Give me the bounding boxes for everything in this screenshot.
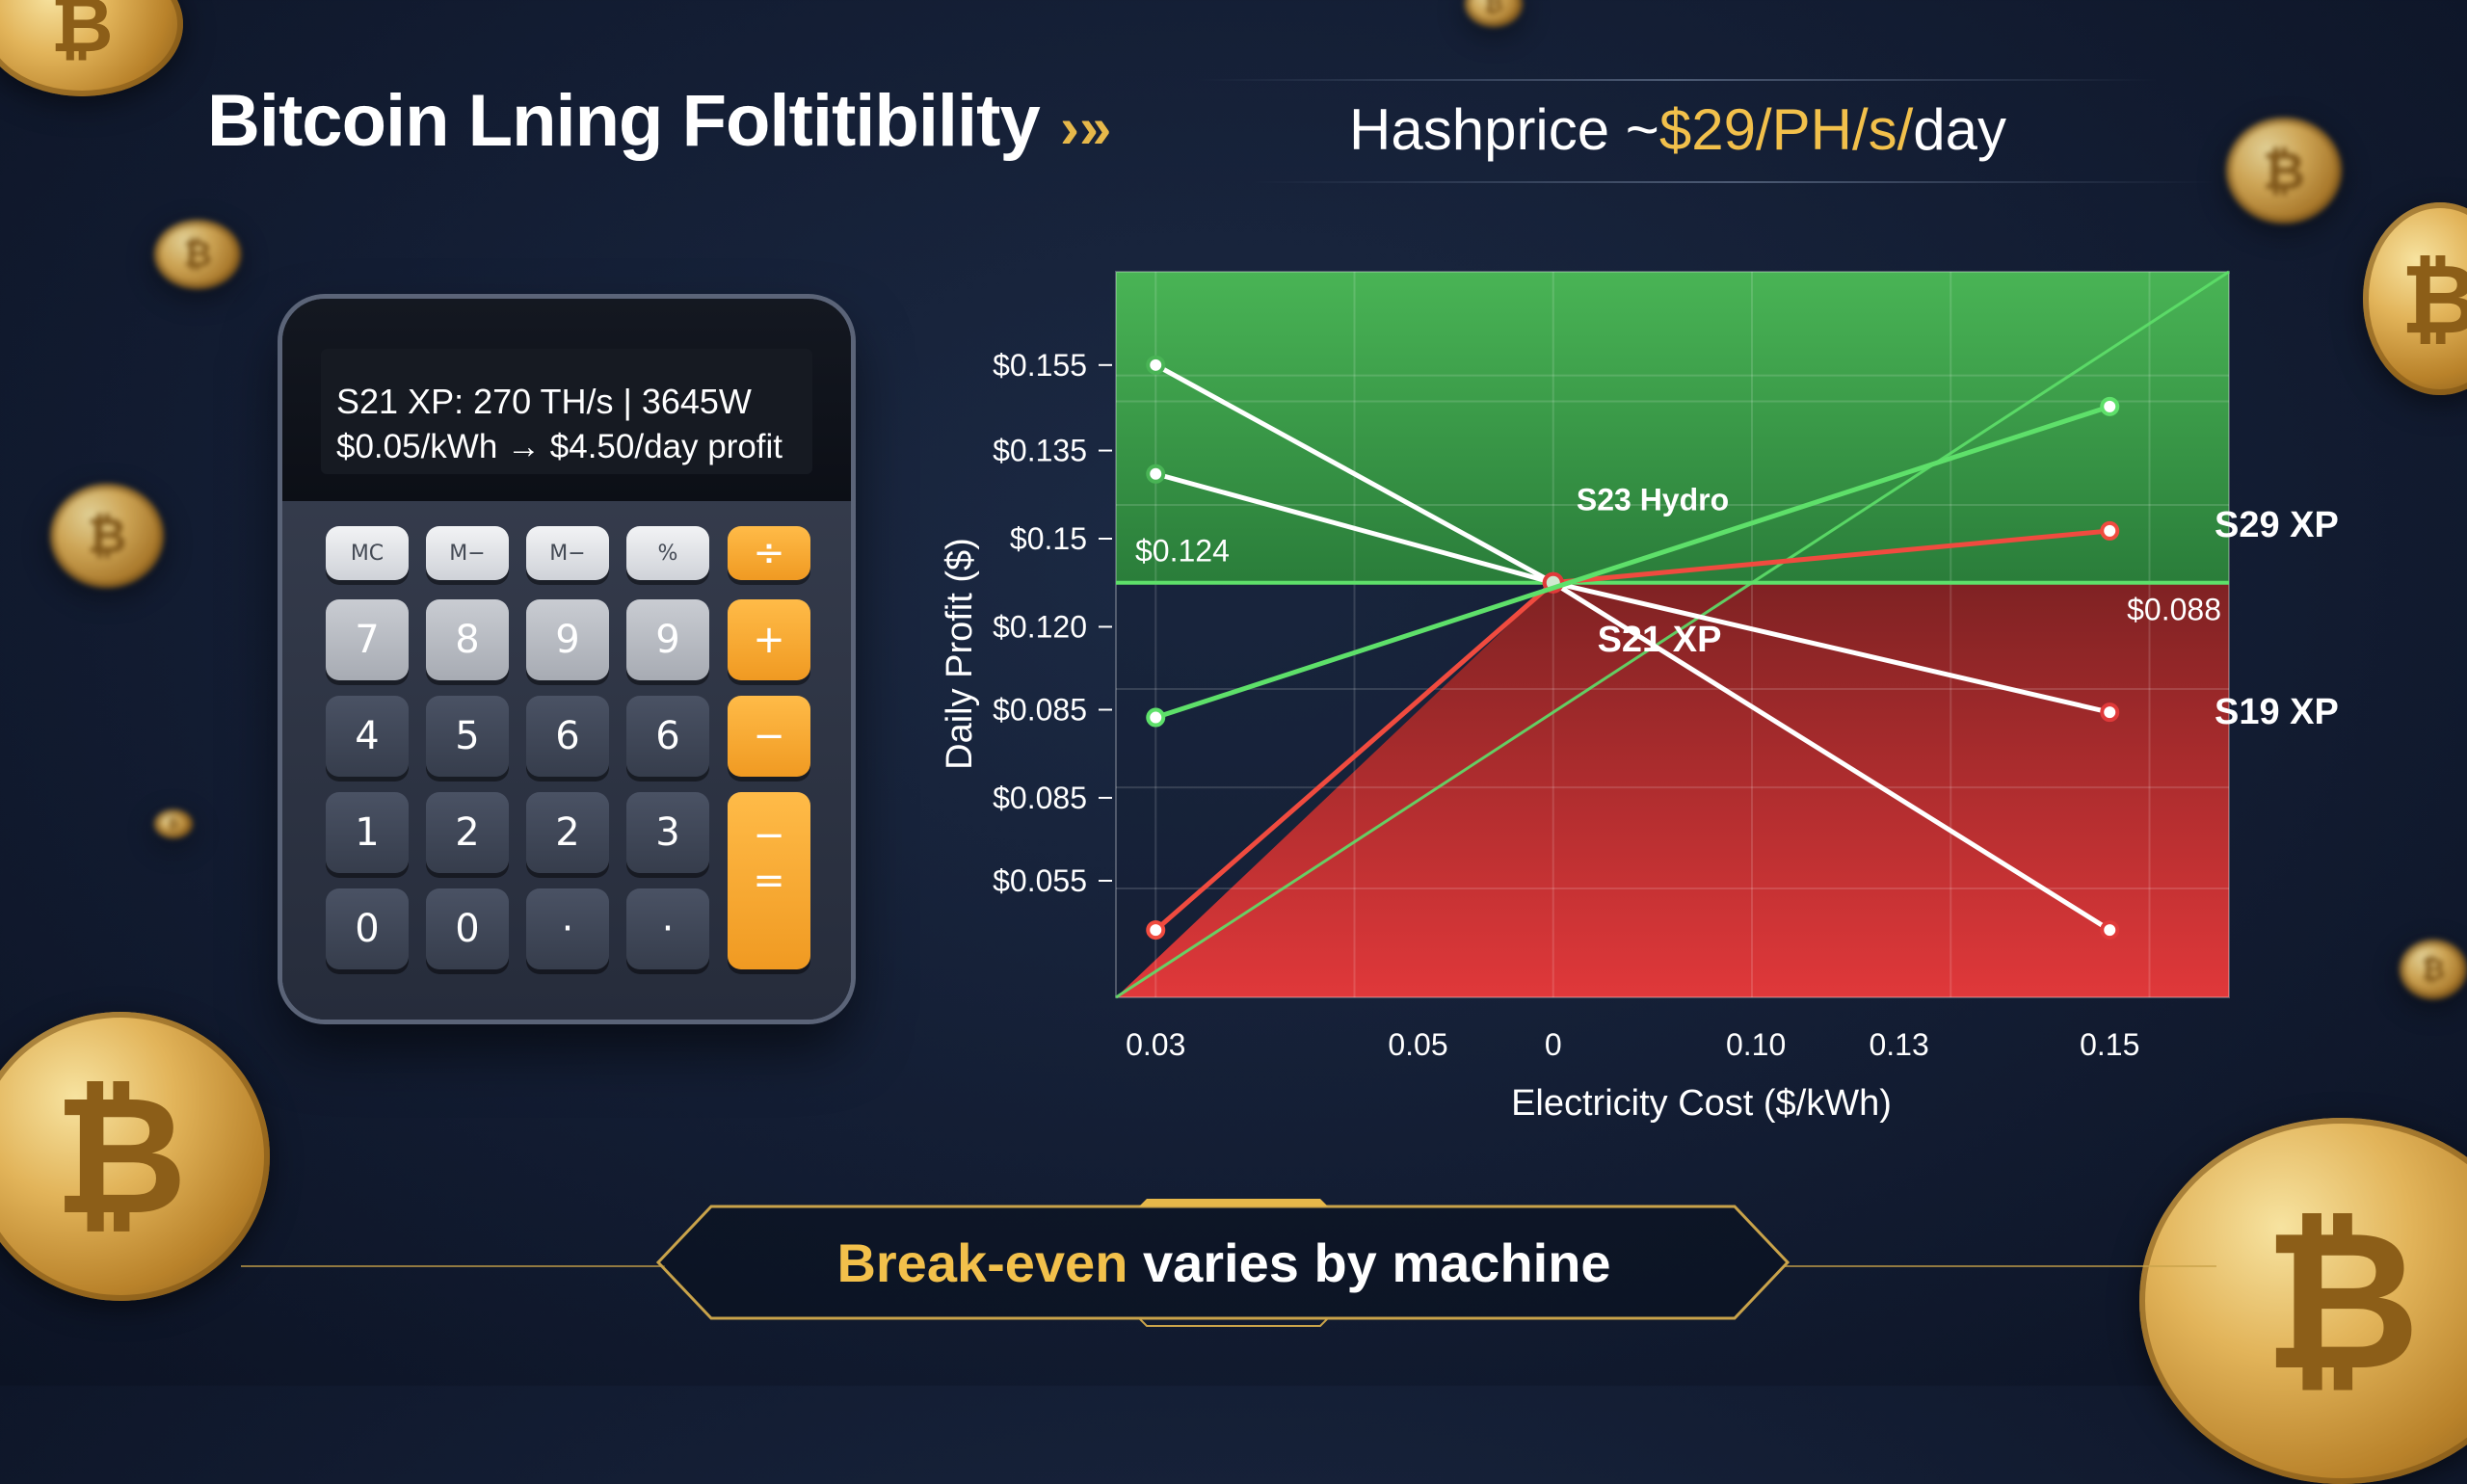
calculator-key[interactable]: · [526, 888, 609, 969]
y-tick-label: $0.085 [993, 781, 1087, 815]
y-tick-label: $0.15 [1010, 521, 1087, 556]
calculator-screen-line-2: $0.05/kWh → $4.50/day profit [336, 428, 783, 465]
calculator-key[interactable]: 9 [526, 599, 609, 680]
calculator-key[interactable]: M− [526, 526, 609, 580]
calculator-key[interactable]: · [626, 888, 709, 969]
bitcoin-coin-icon: ₿ [2400, 940, 2467, 999]
bitcoin-coin-icon: ₿ [0, 1012, 270, 1301]
x-tick-label: 0.13 [1869, 1027, 1928, 1062]
calculator-key[interactable]: + [728, 599, 810, 680]
banner-highlight: Break-even [836, 1232, 1128, 1293]
bitcoin-coin-icon: ₿ [154, 220, 241, 289]
hashprice-suffix: day [1913, 97, 2007, 162]
calculator-key[interactable]: 9 [626, 599, 709, 680]
series-label: S23 Hydro [1577, 482, 1729, 517]
hashprice-label: Hashprice ~$29/PH/s/day [1349, 96, 2006, 163]
calculator-key[interactable]: 8 [426, 599, 509, 680]
bitcoin-coin-icon: ₿ [50, 484, 164, 588]
y-tick-label: $0.155 [993, 348, 1087, 383]
calculator-key[interactable]: % [626, 526, 709, 580]
data-point [1146, 707, 1166, 728]
calculator-key[interactable]: 0 [426, 888, 509, 969]
data-point [1146, 920, 1166, 941]
data-point [2100, 396, 2120, 416]
y-tick-label: $0.055 [993, 863, 1087, 898]
page-title: Bitcoin Lning Foltitibility [207, 80, 1041, 162]
break-even-banner: Break-even varies by machine [0, 1232, 2448, 1294]
x-tick-label: 0.03 [1126, 1027, 1185, 1062]
calculator-screen: S21 XP: 270 TH/s | 3645W $0.05/kWh → $4.… [321, 349, 812, 474]
calculator-key[interactable]: 2 [526, 792, 609, 873]
series-line [1154, 404, 2111, 720]
calculator-key[interactable]: = [728, 792, 810, 969]
plot-frame [1115, 271, 2230, 998]
series-label: S29 XP [2215, 505, 2339, 545]
x-axis-title: Electricity Cost ($/kWh) [1511, 1083, 1892, 1124]
hashprice-value: $29/PH/s/ [1658, 97, 1914, 162]
calculator: S21 XP: 270 TH/s | 3645W $0.05/kWh → $4.… [282, 299, 851, 1020]
calculator-key[interactable]: 3 [626, 792, 709, 873]
data-point [2100, 920, 2120, 941]
calculator-key[interactable]: MC [326, 526, 409, 580]
y-axis-title: Daily Profit ($) [940, 538, 980, 770]
x-tick-label: 0 [1545, 1027, 1562, 1062]
banner-frame [241, 1199, 2216, 1327]
y-tick-label: $0.135 [993, 434, 1087, 468]
profitability-chart: $0.155 $0.135 $0.15 $0.120 $0.085 $0.085 $0.05… [940, 270, 2339, 1124]
data-point [1146, 355, 1166, 375]
y-tick-label: $0.120 [993, 609, 1087, 644]
y-tick-label: $0.085 [993, 692, 1087, 727]
x-tick-label: 0.15 [2080, 1027, 2139, 1062]
calculator-key[interactable]: 2 [426, 792, 509, 873]
bitcoin-coin-icon: ₿ [2226, 118, 2342, 224]
annotation-label: $0.088 [2127, 593, 2221, 627]
data-point [2100, 702, 2120, 723]
hashprice-prefix: Hashprice ~ [1349, 97, 1659, 162]
calculator-key[interactable]: 6 [626, 696, 709, 777]
calculator-key[interactable]: 0 [326, 888, 409, 969]
bitcoin-coin-icon: ₿ [0, 0, 183, 96]
neutral-zone [1116, 582, 1553, 997]
loss-zone [1116, 582, 2229, 997]
calculator-screen-line-1: S21 XP: 270 TH/s | 3645W [336, 382, 752, 421]
bitcoin-coin-icon: ₿ [154, 809, 193, 838]
profit-boundary-line [1115, 270, 2230, 999]
calculator-key[interactable]: ÷ [728, 526, 810, 580]
calculator-key[interactable]: 5 [426, 696, 509, 777]
header-divider [1195, 79, 2159, 81]
series-label: S19 XP [2215, 692, 2339, 732]
calculator-key[interactable]: − [728, 696, 810, 777]
calculator-key[interactable]: 1 [326, 792, 409, 873]
series-label: S21 XP [1598, 620, 1722, 660]
calculator-key[interactable]: 6 [526, 696, 609, 777]
calculator-key[interactable]: 4 [326, 696, 409, 777]
break-even-value-label: $0.124 [1135, 534, 1230, 569]
calculator-key[interactable]: 7 [326, 599, 409, 680]
banner-rest: varies by machine [1127, 1232, 1611, 1293]
x-tick-label: 0.10 [1726, 1027, 1786, 1062]
calculator-key[interactable]: M− [426, 526, 509, 580]
chevron-right-icon: ›» [1060, 95, 1112, 160]
header-divider [1253, 181, 2216, 183]
x-tick-label: 0.05 [1388, 1027, 1447, 1062]
data-point [2100, 520, 2120, 541]
calculator-key[interactable]: − [753, 813, 785, 858]
calculator-display-housing: S21 XP: 270 TH/s | 3645W $0.05/kWh → $4.… [282, 299, 851, 501]
data-point [1146, 464, 1166, 484]
